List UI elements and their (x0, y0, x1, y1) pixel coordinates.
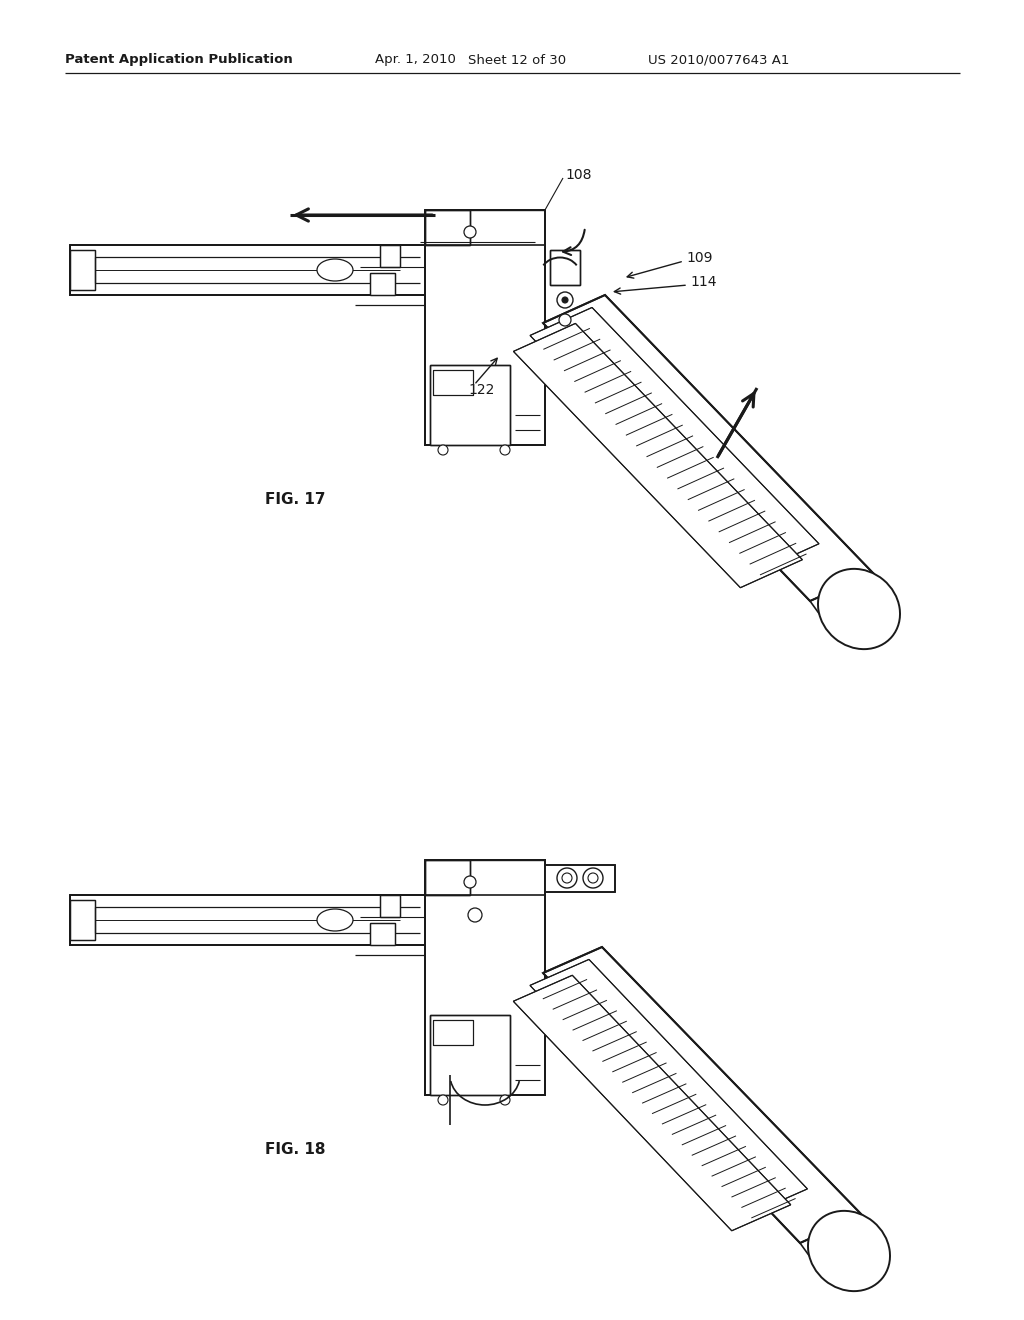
Circle shape (562, 297, 568, 304)
Polygon shape (530, 960, 807, 1214)
Text: Apr. 1, 2010: Apr. 1, 2010 (375, 54, 456, 66)
Polygon shape (70, 895, 435, 945)
Polygon shape (370, 923, 395, 945)
Text: 109: 109 (686, 251, 713, 265)
Circle shape (846, 597, 862, 612)
Circle shape (464, 226, 476, 238)
Polygon shape (70, 249, 95, 290)
Circle shape (836, 586, 872, 622)
Circle shape (557, 292, 573, 308)
Circle shape (500, 1096, 510, 1105)
Polygon shape (425, 210, 545, 445)
Polygon shape (380, 246, 400, 267)
Circle shape (438, 1096, 449, 1105)
Polygon shape (513, 975, 791, 1230)
Polygon shape (70, 900, 95, 940)
Polygon shape (530, 308, 819, 572)
Circle shape (438, 445, 449, 455)
Text: Patent Application Publication: Patent Application Publication (65, 54, 293, 66)
Polygon shape (380, 895, 400, 917)
Polygon shape (513, 323, 803, 587)
Polygon shape (425, 861, 470, 895)
Text: 108: 108 (565, 168, 592, 182)
Text: 122: 122 (468, 383, 495, 397)
Circle shape (559, 314, 571, 326)
Text: FIG. 17: FIG. 17 (265, 492, 326, 507)
Polygon shape (70, 246, 435, 294)
Circle shape (826, 1228, 862, 1265)
Polygon shape (425, 861, 545, 1096)
Ellipse shape (808, 1210, 890, 1291)
Polygon shape (545, 865, 615, 892)
Circle shape (500, 445, 510, 455)
Polygon shape (543, 946, 862, 1243)
Circle shape (562, 873, 572, 883)
Circle shape (464, 876, 476, 888)
Ellipse shape (317, 259, 353, 281)
Text: 114: 114 (690, 275, 717, 289)
Ellipse shape (818, 569, 900, 649)
Text: US 2010/0077643 A1: US 2010/0077643 A1 (648, 54, 790, 66)
Text: Sheet 12 of 30: Sheet 12 of 30 (468, 54, 566, 66)
Circle shape (588, 873, 598, 883)
Polygon shape (425, 210, 470, 246)
Polygon shape (430, 366, 510, 445)
Polygon shape (433, 370, 473, 395)
Circle shape (557, 869, 577, 888)
Ellipse shape (317, 909, 353, 931)
Polygon shape (430, 1015, 510, 1096)
Circle shape (836, 1238, 852, 1254)
Polygon shape (370, 273, 395, 294)
Polygon shape (550, 249, 580, 285)
Circle shape (468, 908, 482, 921)
Circle shape (583, 869, 603, 888)
Polygon shape (543, 294, 873, 601)
Polygon shape (433, 1020, 473, 1045)
Text: FIG. 18: FIG. 18 (265, 1143, 326, 1158)
